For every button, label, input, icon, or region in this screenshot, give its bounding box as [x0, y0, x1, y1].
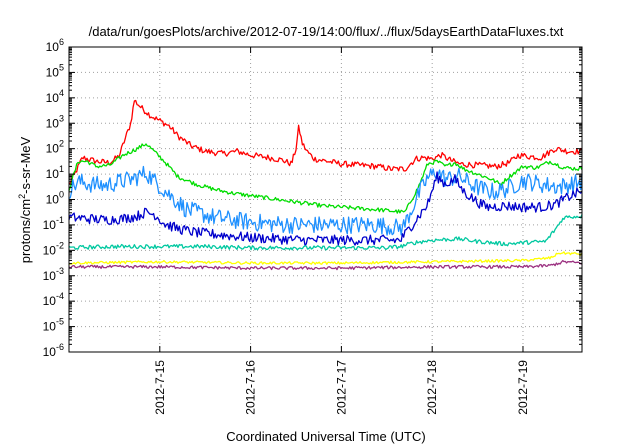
- series-line-5: [68, 214, 583, 251]
- y-tick-label: 105: [46, 62, 64, 79]
- y-tick-label: 104: [46, 88, 64, 105]
- y-tick-label: 103: [46, 113, 64, 130]
- x-tick-label: 2012-7-15: [153, 360, 167, 415]
- y-tick-label: 102: [46, 139, 64, 156]
- x-axis: 2012-7-15 2012-7-16 2012-7-17 2012-7-18 2012…: [153, 47, 530, 415]
- x-axis-label: Coordinated Universal Time (UTC): [226, 429, 425, 444]
- y-tick-label: 10-1: [43, 215, 64, 232]
- x-tick-label: 2012-7-19: [516, 360, 530, 415]
- y-axis-label: protons/cm2-s-sr-MeV: [17, 136, 33, 263]
- y-tick-label: 10-6: [43, 342, 64, 359]
- grid-lines: [69, 47, 582, 352]
- series-line-2: [68, 143, 583, 214]
- y-tick-label: 10-3: [43, 266, 64, 283]
- y-tick-label: 101: [46, 164, 64, 181]
- series-line-3: [68, 165, 583, 236]
- series-group: [68, 99, 583, 271]
- series-line-4: [68, 171, 583, 246]
- x-tick-label: 2012-7-18: [425, 360, 439, 415]
- series-line-7: [68, 259, 583, 271]
- chart-title: /data/run/goesPlots/archive/2012-07-19/1…: [89, 24, 564, 39]
- y-tick-label: 10-2: [43, 240, 64, 257]
- y-axis-label-rest: -s-sr-MeV: [18, 136, 33, 193]
- y-tick-label: 106: [46, 37, 64, 54]
- y-tick-label: 100: [46, 190, 64, 207]
- x-tick-label: 2012-7-17: [334, 360, 348, 415]
- y-tick-label: 10-4: [43, 291, 64, 308]
- y-axis-label-superscript: 2: [17, 194, 27, 199]
- series-line-6: [68, 251, 583, 265]
- x-tick-label: 2012-7-16: [244, 360, 258, 415]
- y-axis: 10-6 10-5 10-4 10-3 10-2 10-1 100 101 102 103 104 1…: [43, 37, 582, 359]
- y-axis-label-main: protons/cm: [18, 199, 33, 263]
- y-tick-label: 10-5: [43, 317, 64, 334]
- series-line-1: [69, 99, 583, 184]
